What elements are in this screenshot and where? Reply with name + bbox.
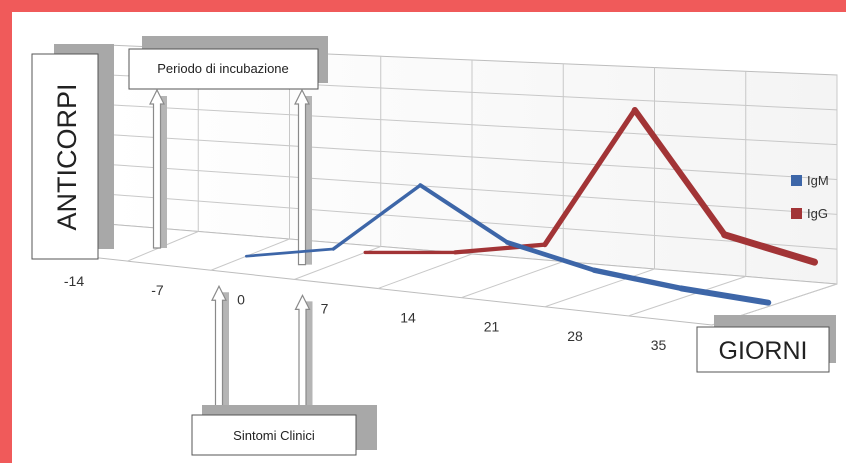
yaxis-title: ANTICORPI (52, 83, 82, 230)
legend-label-igm: IgM (807, 173, 829, 188)
grid-line-horizontal (106, 163, 838, 215)
series-segment-igm (331, 183, 422, 251)
series-segment-igg (721, 231, 818, 266)
series-segment-igm (418, 183, 510, 245)
series-segment-igm (504, 240, 597, 273)
x-tick-label: 28 (567, 328, 583, 344)
yaxis-title-box (31, 53, 99, 260)
antibody-chart: ANTICORPI Periodo di incubazione -14 -7 0 7… (31, 36, 838, 456)
symptoms-label: Sintomi Clinici (233, 428, 315, 443)
grid-line-floor (377, 253, 473, 289)
xaxis-title: GIORNI (719, 337, 808, 365)
incubation-arrow-shadow (159, 96, 167, 248)
x-tick-label: 14 (400, 310, 416, 326)
grid-line-horizontal (106, 104, 838, 146)
incubation-arrow-shadow (304, 96, 312, 265)
legend-label-igg: IgG (807, 206, 828, 221)
incubation-arrows (149, 88, 312, 266)
x-tick-label: 0 (237, 291, 245, 307)
series-segment-igm (678, 285, 772, 306)
incubation-label-box (128, 48, 319, 90)
series-segment-igg (542, 107, 638, 248)
x-tick-label: 7 (321, 300, 329, 316)
series-segment-igg (452, 242, 548, 255)
x-tick-label: 21 (484, 319, 500, 335)
x-tick-label: -14 (64, 273, 84, 289)
symptoms-label-box (191, 414, 357, 456)
chart-frame: ANTICORPI Periodo di incubazione -14 -7 0 7… (12, 12, 846, 463)
symptom-arrow-shadow (221, 292, 229, 414)
series-lines (244, 106, 818, 306)
symptom-arrow-shadow (304, 301, 313, 414)
grid-line-floor (628, 276, 746, 317)
xaxis-title-box (696, 326, 830, 373)
legend-swatch-igg (791, 208, 802, 219)
grid-line-horizontal (106, 134, 838, 180)
series-segment-igm (591, 267, 684, 292)
chart-legend: IgM IgG (791, 173, 829, 221)
series-segment-igm (244, 247, 335, 258)
incubation-label: Periodo di incubazione (157, 61, 289, 76)
incubation-arrow (294, 88, 310, 266)
grid-line-floor (544, 268, 655, 308)
x-tick-label: 35 (651, 337, 667, 353)
grid-line-floor (461, 261, 564, 299)
legend-swatch-igm (791, 175, 802, 186)
symptom-arrows (211, 284, 313, 415)
x-tick-label: -7 (151, 282, 164, 298)
incubation-arrow (149, 88, 165, 249)
series-segment-igg (631, 106, 728, 238)
grid-line-horizontal (106, 193, 838, 250)
